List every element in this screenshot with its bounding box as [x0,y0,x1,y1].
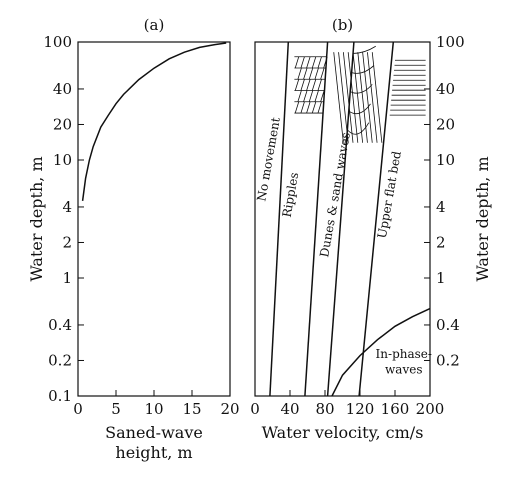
y-tick-label-b: 100 [436,33,465,51]
y-tick-label-a: 1 [62,269,72,287]
hatch-line [347,52,359,143]
hatch-line [338,52,349,143]
hatch-line [303,90,308,102]
hatch-arc [347,122,370,135]
hatch-line [317,56,322,69]
hatch-line [306,101,311,114]
hatch-line [357,52,368,143]
y-tick-label-a: 0.1 [48,387,72,405]
x-tick-label-b: 40 [280,400,299,418]
y-tick-label-b: 40 [436,80,455,98]
y-tick-label-b: 2 [436,233,446,251]
y-tick-label-a: 0.2 [48,351,72,369]
x-axis-label-a-line2: height, m [115,443,192,462]
x-tick-label-b: 80 [315,400,334,418]
hatch-line [308,90,314,102]
boundary-line-1 [269,41,290,397]
hatch-line [303,67,308,80]
x-tick-label-a: 5 [111,400,121,418]
hatch-line [311,101,317,114]
boundary-line-2 [304,41,329,397]
hatch-line [300,101,305,114]
hatch-line [311,56,317,69]
hatch-line [323,56,328,69]
panel-label-b: (b) [332,16,353,34]
hatch-line [333,52,344,143]
hatch-line [306,56,311,69]
region-label-2: Ripples [280,171,302,218]
hatch-arc [351,65,375,74]
hatch-line [342,52,354,143]
panel-a: 0.1 0.2 0.4 1 2 4 10 20 40 100 0 5 10 15 20 (a) Saned-wa… [27,16,240,462]
region-label-1: No movement [254,116,283,202]
x-axis-label-b: Water velocity, cm/s [262,423,424,442]
hatch-line [311,79,317,91]
hatch-line [294,79,300,91]
x-tick-label-b: 160 [381,400,410,418]
hatch-zone-ripples [294,56,328,114]
y-axis-label-b: Water depth, m [473,156,492,281]
hatch-line [314,90,319,102]
hatch-line [294,101,300,114]
x-tick-label-a: 0 [73,400,83,418]
y-tick-label-b: 20 [436,115,455,133]
hatch-zone-dunes [333,45,383,143]
hatch-line [352,52,364,143]
hatch-line [317,101,322,114]
hatch-zone-flatbed [389,59,426,116]
hatch-line [314,67,319,80]
hatch-arc [353,45,376,54]
hatch-line [294,56,300,69]
hatch-line [371,52,383,143]
region-label-6: waves [385,363,422,377]
x-tick-label-b: 0 [250,400,260,418]
boundary-line-4 [358,41,395,397]
y-tick-label-b: 0.2 [436,351,460,369]
hatch-line [367,52,378,143]
hatch-line [306,79,311,91]
y-tick-label-a: 2 [62,233,72,251]
boundary-line-3 [326,41,355,397]
hatch-line [320,67,325,80]
hatch-arc [350,84,373,94]
y-tick-label-a: 10 [53,151,72,169]
plot-frame-a [77,41,231,397]
depth-curve [81,42,227,201]
x-axis-label-a: Saned-wave [105,423,203,442]
hatch-line [300,56,305,69]
hatch-line [362,52,373,143]
panel-b: 0.2 0.4 1 2 4 10 20 40 100 0 40 80 120 160 200 No movem… [250,16,492,442]
y-tick-label-b: 0.4 [436,316,460,334]
hatch-line [300,79,305,91]
y-tick-label-a: 40 [53,80,72,98]
x-tick-label-a: 20 [220,400,239,418]
hatch-line [308,67,314,80]
hatch-line [317,79,322,91]
plot-frame-b [254,41,431,397]
boundary-line-5 [331,307,431,397]
y-tick-label-b: 1 [436,269,446,287]
region-label-5: In-phase- [376,347,432,361]
hatch-line [297,67,302,80]
region-label-3: Dunes & sand waves [317,131,353,258]
y-tick-label-a: 4 [62,198,72,216]
x-tick-label-b: 200 [416,400,445,418]
y-tick-label-a: 100 [43,33,72,51]
panel-label-a: (a) [144,16,165,34]
x-tick-label-a: 15 [182,400,201,418]
y-tick-label-a: 0.4 [48,316,72,334]
y-axis-label-a: Water depth, m [27,156,46,281]
x-tick-label-a: 10 [144,400,163,418]
y-tick-label-b: 10 [436,151,455,169]
y-tick-label-a: 20 [53,115,72,133]
x-tick-label-b: 120 [346,400,375,418]
hatch-line [320,90,325,102]
hatch-line [297,90,302,102]
y-tick-label-b: 4 [436,198,446,216]
